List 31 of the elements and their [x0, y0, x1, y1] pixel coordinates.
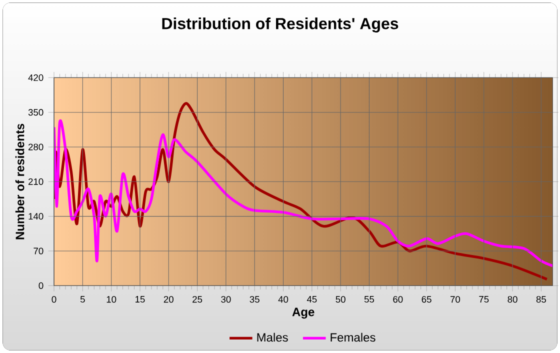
x-tick-label: 20	[164, 296, 174, 303]
y-tick-label: 280	[28, 144, 44, 150]
y-tick-label: 140	[28, 213, 44, 220]
x-tick-label: 5	[80, 296, 85, 303]
x-tick-label: 85	[536, 296, 546, 303]
x-tick-label: 35	[250, 296, 260, 303]
x-tick-label: 10	[106, 296, 116, 303]
x-tick-label: 70	[450, 296, 460, 303]
x-tick-label: 55	[364, 296, 374, 303]
y-axis-title: Number of residents	[15, 124, 24, 240]
line-series	[54, 120, 553, 268]
x-tick-label: 45	[306, 296, 317, 303]
x-tick-label: 60	[393, 296, 403, 303]
x-tick-label: 30	[221, 296, 231, 303]
x-tick-label: 65	[422, 296, 432, 303]
x-tick-label: 15	[136, 296, 145, 303]
legend-label: Males	[257, 332, 288, 342]
y-tick-label: 350	[28, 109, 44, 116]
x-tick-label: 40	[278, 296, 288, 303]
x-axis-title: Age	[292, 308, 314, 319]
x-tick-label: 25	[192, 296, 202, 303]
legend-label: Females	[330, 332, 376, 342]
chart-title: Distribution of Residents' Ages	[162, 18, 398, 32]
y-tick-label: 210	[28, 178, 44, 185]
y-tick-label: 0	[38, 282, 44, 289]
x-tick-label: 75	[479, 296, 489, 303]
x-tick-label: 0	[52, 296, 56, 303]
y-tick-label: 70	[34, 248, 44, 254]
x-tick-label: 50	[336, 296, 346, 303]
y-tick-label: 420	[28, 74, 44, 81]
x-tick-label: 80	[508, 296, 518, 303]
